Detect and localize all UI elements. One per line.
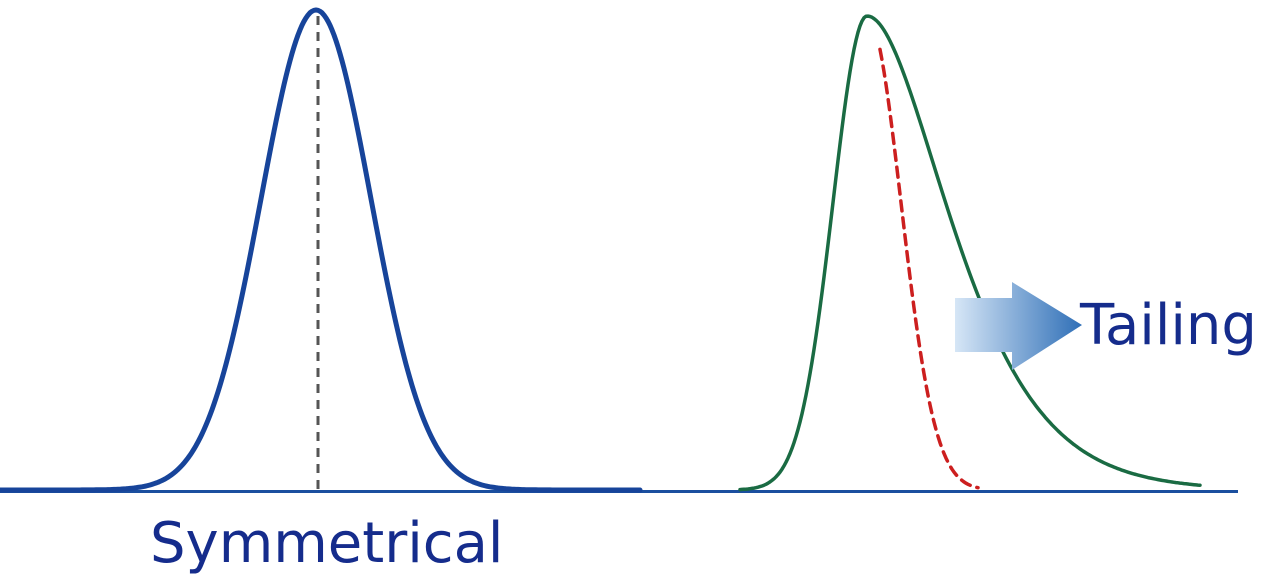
ideal-peak-dashed-overlay <box>878 47 980 490</box>
tailing-label: Tailing <box>1080 293 1257 358</box>
symmetric-peak-curve <box>0 7 643 493</box>
symmetrical-label: Symmetrical <box>150 511 504 576</box>
right-arrow-icon <box>955 282 1082 370</box>
tailing-peak-curve <box>738 14 1202 492</box>
